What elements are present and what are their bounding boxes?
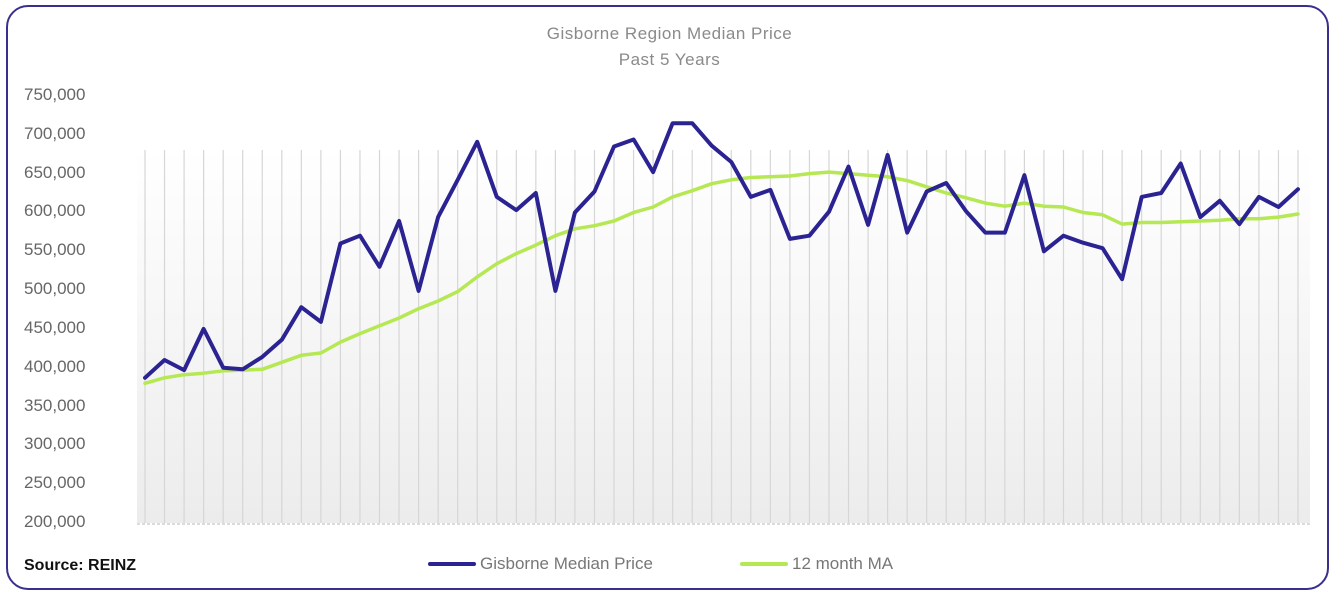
legend-item-median: Gisborne Median Price <box>428 554 653 574</box>
y-tick-label: 750,000 <box>24 85 86 104</box>
source-note: Source: REINZ <box>24 557 137 574</box>
chart-subtitle: Past 5 Years <box>618 50 721 69</box>
y-tick-label: 400,000 <box>24 356 86 376</box>
y-tick-label: 450,000 <box>24 317 86 337</box>
series-line-12-month-ma <box>143 170 1300 386</box>
y-tick-label: 600,000 <box>24 201 86 221</box>
y-tick-label: 550,000 <box>24 240 86 260</box>
legend-label-median: Gisborne Median Price <box>480 554 653 573</box>
legend-swatch-ma <box>740 562 788 566</box>
legend-swatch-median <box>428 562 476 566</box>
chart-title: Gisborne Region Median Price <box>546 24 793 43</box>
legend-item-ma: 12 month MA <box>740 554 893 574</box>
plot-background <box>137 150 1310 523</box>
y-tick-label: 650,000 <box>24 162 86 182</box>
y-tick-label: 350,000 <box>24 395 86 415</box>
y-tick-label: 250,000 <box>24 473 86 493</box>
series-line-median-price <box>143 121 1300 380</box>
y-tick-label: 300,000 <box>24 434 86 454</box>
chart-frame <box>6 5 1329 590</box>
legend-label-ma: 12 month MA <box>792 554 894 573</box>
y-tick-label: 500,000 <box>24 279 86 299</box>
y-tick-label: 200,000 <box>24 512 86 531</box>
y-tick-label: 700,000 <box>24 123 86 143</box>
